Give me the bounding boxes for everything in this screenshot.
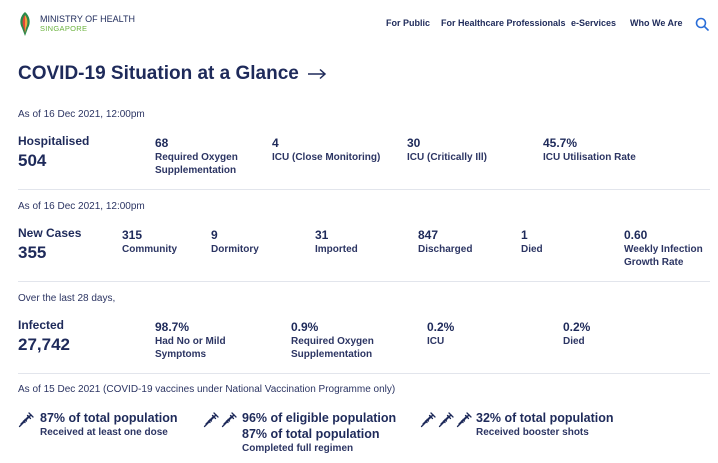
stat-label: Weekly Infection Growth Rate	[624, 244, 703, 268]
vaccination-asof: As of 15 Dec 2021 (COVID-19 vaccines und…	[18, 384, 396, 395]
vaccination-sub: Completed full regimen	[242, 443, 354, 454]
stat-value: 31	[315, 228, 329, 242]
new-cases-label: New Cases	[18, 226, 82, 240]
stat-label: Community	[122, 244, 177, 255]
arrow-right-icon	[307, 68, 326, 80]
stat-label: Required Oxygen Supplementation	[291, 336, 374, 360]
new-cases-value: 355	[18, 243, 47, 262]
moh-logo[interactable]: MINISTRY OF HEALTH SINGAPORE	[16, 10, 135, 38]
page-title: COVID-19 Situation at a Glance	[18, 63, 299, 84]
vaccination-line: 96% of eligible population	[242, 411, 397, 425]
vaccination-icon-group	[18, 411, 36, 428]
nav-e-services[interactable]: e-Services	[571, 18, 617, 28]
stat-label: Died	[521, 244, 543, 255]
stat-label: Had No or Mild Symptoms	[155, 336, 226, 360]
section-divider	[18, 189, 710, 190]
stat-label: ICU (Close Monitoring)	[272, 152, 381, 163]
stat-label: Discharged	[418, 244, 473, 255]
syringe-icon	[221, 412, 237, 428]
stat-label: ICU Utilisation Rate	[543, 152, 636, 163]
infected-value: 27,742	[18, 335, 70, 354]
syringe-icon	[18, 412, 34, 428]
hospital-asof: As of 16 Dec 2021, 12:00pm	[18, 109, 145, 120]
stat-value: 0.2%	[563, 320, 591, 334]
section-divider	[18, 373, 710, 374]
stat-value: 30	[407, 136, 421, 150]
hospitalised-label: Hospitalised	[18, 134, 90, 148]
stat-label: Died	[563, 336, 585, 347]
vaccination-icon-group	[203, 411, 239, 428]
section-divider	[18, 281, 710, 282]
stat-value: 0.9%	[291, 320, 319, 334]
stat-value: 9	[211, 228, 218, 242]
syringe-icon	[456, 412, 472, 428]
main-nav: For Public For Healthcare Professionals …	[0, 18, 718, 32]
stat-value: 0.60	[624, 228, 648, 242]
brand-name: MINISTRY OF HEALTH	[40, 14, 136, 24]
stat-label: ICU (Critically Ill)	[407, 152, 488, 163]
vaccination-sub: Received booster shots	[476, 427, 589, 438]
page-title-link[interactable]: COVID-19 Situation at a Glance	[18, 63, 327, 85]
infected-label: Infected	[18, 318, 65, 332]
brand-country: SINGAPORE	[40, 24, 88, 33]
syringe-icon	[203, 412, 219, 428]
moh-logo-icon	[20, 12, 30, 36]
search-icon[interactable]	[695, 17, 709, 31]
stat-label: Imported	[315, 244, 358, 255]
nav-who-we-are[interactable]: Who We Are	[630, 18, 683, 28]
stat-label: ICU	[427, 336, 445, 347]
infected-asof: Over the last 28 days,	[18, 293, 116, 304]
vaccination-sub: Received at least one dose	[40, 427, 168, 438]
syringe-icon	[420, 412, 436, 428]
cases-asof: As of 16 Dec 2021, 12:00pm	[18, 201, 145, 212]
vaccination-line: 32% of total population	[476, 411, 614, 425]
syringe-icon	[438, 412, 454, 428]
stat-value: 4	[272, 136, 279, 150]
vaccination-line: 87% of total population	[40, 411, 178, 425]
stat-value: 1	[521, 228, 528, 242]
stat-value: 315	[122, 228, 143, 242]
vaccination-icon-group	[420, 411, 474, 428]
stat-value: 0.2%	[427, 320, 455, 334]
nav-for-public[interactable]: For Public	[386, 18, 431, 28]
site-header: MINISTRY OF HEALTH SINGAPORE For Public …	[0, 0, 718, 48]
stat-value: 98.7%	[155, 320, 190, 334]
stat-value: 847	[418, 228, 439, 242]
vaccination-line: 87% of total population	[242, 427, 380, 441]
hospitalised-value: 504	[18, 151, 47, 170]
stat-value: 68	[155, 136, 169, 150]
stat-label: Dormitory	[211, 244, 259, 255]
stat-label: Required Oxygen Supplementation	[155, 152, 238, 176]
stat-value: 45.7%	[543, 136, 578, 150]
nav-for-healthcare-professionals[interactable]: For Healthcare Professionals	[441, 18, 566, 28]
